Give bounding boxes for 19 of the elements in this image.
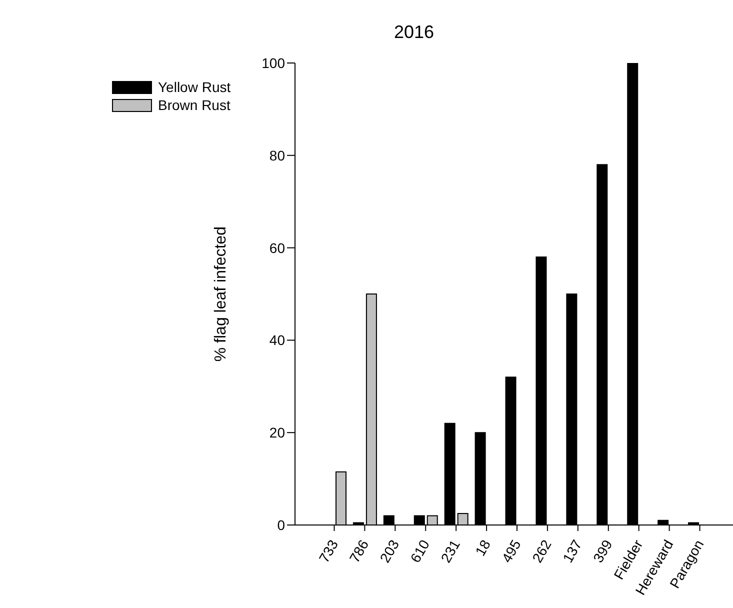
x-tick-label: 262 <box>528 536 554 566</box>
x-tick-label: 733 <box>316 536 342 566</box>
y-tick-label: 20 <box>269 424 286 441</box>
x-tick-label: 231 <box>437 536 464 566</box>
y-tick-label: 60 <box>269 240 286 256</box>
y-tick-label: 100 <box>262 54 286 71</box>
y-tick-label: 80 <box>269 147 286 164</box>
x-tick-label: 610 <box>407 536 433 566</box>
y-axis-title: % flag leaf infected <box>212 226 230 362</box>
y-tick-label: 40 <box>269 332 286 348</box>
x-tick-label: 495 <box>498 536 524 566</box>
x-tick-label: 18 <box>472 536 494 558</box>
chart-title: 2016 <box>392 22 436 43</box>
legend-label: Yellow Rust <box>158 79 231 95</box>
x-tick-label: 786 <box>346 536 372 566</box>
x-tick-label: 203 <box>376 536 402 566</box>
y-tick-label: 0 <box>277 516 286 533</box>
legend-label: Brown Rust <box>158 97 230 113</box>
x-tick-label: 399 <box>590 536 616 566</box>
